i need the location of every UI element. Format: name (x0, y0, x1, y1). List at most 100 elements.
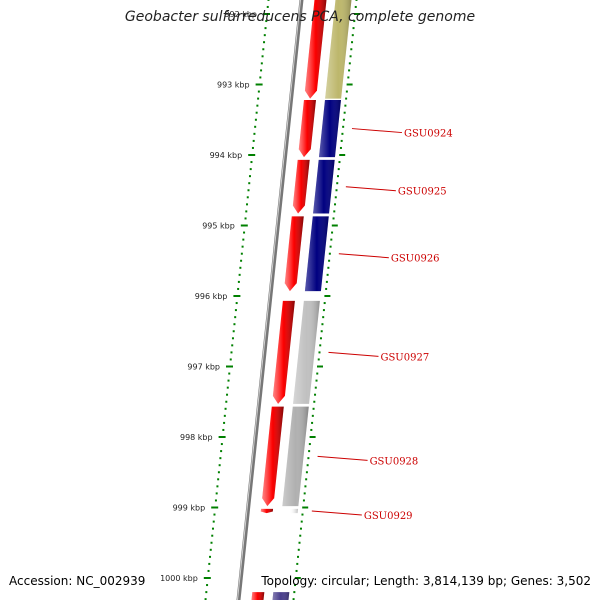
cog-feature-shade (318, 100, 341, 158)
track-minor-tick (299, 534, 302, 537)
track-minor-tick (328, 259, 331, 262)
forward-cds-shade (298, 100, 316, 158)
track-minor-tick (321, 323, 324, 326)
forward-cds-shade (262, 406, 284, 507)
length-value: 3,814,139 bp (422, 574, 503, 588)
ruler-minor-tick (205, 591, 208, 594)
ruler-minor-tick (219, 457, 222, 460)
track-minor-tick (341, 132, 344, 135)
gene-label: GSU0928 (370, 456, 419, 467)
ruler-minor-tick (243, 231, 246, 234)
ruler-minor-tick (248, 175, 251, 178)
track-minor-tick (317, 358, 320, 361)
track-minor-tick (326, 273, 329, 276)
cog-track (272, 0, 352, 600)
ruler-minor-tick (210, 541, 213, 544)
ruler-minor-tick (263, 34, 266, 37)
ruler-minor-tick (212, 520, 215, 523)
cog-feature-shade (282, 406, 309, 507)
ruler-minor-tick (257, 90, 260, 93)
track-minor-tick (334, 196, 337, 199)
gene-label-leader (317, 455, 368, 461)
ruler-minor-tick (252, 139, 255, 142)
ruler-minor-tick (230, 351, 233, 354)
track-minor-tick (294, 584, 297, 587)
ruler-minor-tick (247, 189, 250, 192)
gene-label: GSU0929 (364, 511, 413, 522)
track-minor-tick (353, 20, 356, 23)
ruler-minor-tick (239, 266, 242, 269)
ruler-tick-label: 998 kbp (180, 433, 213, 442)
ruler-minor-tick (231, 344, 234, 347)
track-minor-tick (330, 238, 333, 241)
genes-value: 3,502 (556, 574, 591, 588)
ruler-minor-tick (224, 407, 227, 410)
ruler-minor-tick (260, 69, 263, 72)
track-minor-tick (343, 111, 346, 114)
ruler-minor-tick (266, 5, 269, 8)
gene-label-leader (338, 253, 389, 259)
forward-cds-shade (284, 216, 304, 292)
track-minor-tick (322, 309, 325, 312)
ruler-minor-tick (223, 414, 226, 417)
forward-cds-shade (292, 159, 310, 214)
track-minor-tick (303, 492, 306, 495)
ruler-minor-tick (244, 217, 247, 220)
track-minor-tick (342, 125, 345, 128)
length-label: Length: (373, 574, 420, 588)
ruler-minor-tick (260, 62, 263, 65)
cog-feature-shade (272, 592, 290, 600)
ruler-minor-tick (264, 27, 267, 30)
ruler-minor-tick (261, 55, 264, 58)
ruler-minor-tick (246, 203, 249, 206)
track-minor-tick (306, 464, 309, 467)
ruler-minor-tick (262, 48, 265, 51)
cog-feature-shade (281, 508, 299, 514)
ruler-minor-tick (220, 443, 223, 446)
track-minor-tick (327, 266, 330, 269)
forward-cds-shade (251, 592, 265, 600)
track-minor-tick (351, 41, 354, 44)
genome-stats: Topology: circular; Length: 3,814,139 bp… (261, 574, 591, 588)
ruler-minor-tick (209, 555, 212, 558)
ruler-minor-tick (267, 0, 270, 1)
track-minor-tick (310, 428, 313, 431)
ruler-minor-tick (227, 379, 230, 382)
ruler-minor-tick (246, 196, 249, 199)
genes-label: Genes: (510, 574, 553, 588)
ruler-minor-tick (222, 428, 225, 431)
track-minor-tick (354, 5, 357, 8)
forward-cds-shade (272, 300, 295, 404)
track-minor-tick (349, 55, 352, 58)
ruler-minor-tick (213, 513, 216, 516)
track-minor-tick (318, 351, 321, 354)
ruler-minor-tick (235, 302, 238, 305)
track-minor-tick (301, 513, 304, 516)
ruler-minor-tick (216, 485, 219, 488)
track-minor-tick (342, 118, 345, 121)
ruler-minor-tick (228, 372, 231, 375)
track-minor-tick (296, 562, 299, 565)
accession-label: Accession: (9, 574, 73, 588)
ruler-minor-tick (211, 527, 214, 530)
ruler-minor-tick (248, 182, 251, 185)
ruler-minor-tick (241, 245, 244, 248)
ruler-minor-tick (254, 118, 257, 121)
ruler-minor-tick (257, 97, 260, 100)
track-minor-tick (350, 48, 353, 51)
track-minor-tick (332, 217, 335, 220)
track-minor-tick (329, 245, 332, 248)
ruler-minor-tick (233, 323, 236, 326)
track-minor-tick (336, 175, 339, 178)
track-minor-tick (328, 252, 331, 255)
ruler-minor-tick (226, 386, 229, 389)
ruler-minor-tick (237, 287, 240, 290)
track-minor-tick (352, 27, 355, 30)
track-minor-tick (299, 527, 302, 530)
track-minor-tick (340, 139, 343, 142)
ruler-minor-tick (240, 259, 243, 262)
track-minor-tick (297, 555, 300, 558)
ruler-minor-tick (214, 499, 217, 502)
track-minor-tick (302, 499, 305, 502)
forward-cds-shade (304, 0, 327, 99)
